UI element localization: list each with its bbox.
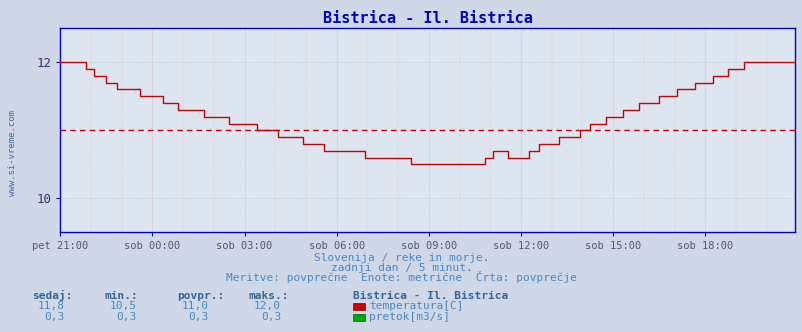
Text: www.si-vreme.com: www.si-vreme.com [8, 110, 17, 196]
Text: 11,8: 11,8 [37, 301, 64, 311]
Text: Meritve: povprečne  Enote: metrične  Črta: povprečje: Meritve: povprečne Enote: metrične Črta:… [225, 271, 577, 283]
Text: Bistrica - Il. Bistrica: Bistrica - Il. Bistrica [353, 291, 508, 301]
Text: 0,3: 0,3 [261, 312, 281, 322]
Text: 0,3: 0,3 [116, 312, 136, 322]
Text: 11,0: 11,0 [181, 301, 209, 311]
Text: Slovenija / reke in morje.: Slovenija / reke in morje. [314, 253, 488, 263]
Text: povpr.:: povpr.: [176, 291, 224, 301]
Text: min.:: min.: [104, 291, 138, 301]
Text: sedaj:: sedaj: [32, 290, 72, 301]
Text: pretok[m3/s]: pretok[m3/s] [369, 312, 450, 322]
Text: maks.:: maks.: [249, 291, 289, 301]
Title: Bistrica - Il. Bistrica: Bistrica - Il. Bistrica [322, 11, 532, 26]
Text: temperatura[C]: temperatura[C] [369, 301, 464, 311]
Text: 0,3: 0,3 [188, 312, 209, 322]
Text: zadnji dan / 5 minut.: zadnji dan / 5 minut. [330, 263, 472, 273]
Text: 0,3: 0,3 [44, 312, 64, 322]
Text: 12,0: 12,0 [253, 301, 281, 311]
Text: 10,5: 10,5 [109, 301, 136, 311]
